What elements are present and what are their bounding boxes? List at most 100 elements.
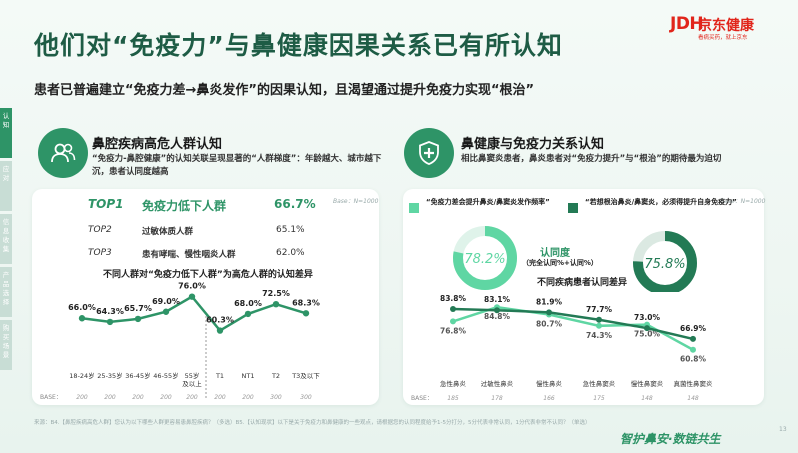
right-panel-title: 鼻健康与免疫力关系认知 [461, 137, 605, 152]
people-icon [38, 128, 88, 178]
page-title: 他们对“免疫力”与鼻健康因果关系已有所认知 [34, 31, 563, 60]
right-base-value-2: 166 [543, 395, 555, 402]
left-value-label-7: 72.5% [262, 289, 290, 298]
donut-left-value: 78.2% [464, 252, 505, 267]
left-point-1 [106, 318, 114, 326]
donut-right-value: 75.8% [644, 257, 685, 272]
left-category-label-3: 46-55岁 [153, 371, 178, 380]
legend-swatch-2 [568, 203, 578, 213]
left-base-value-2: 200 [132, 394, 144, 401]
left-value-label-6: 68.0% [234, 299, 262, 308]
right-value-label-1-5: 66.9% [680, 324, 707, 333]
left-value-label-2: 65.7% [124, 304, 152, 313]
left-base-value-3: 200 [160, 394, 172, 401]
footer-slogan: 智护鼻安·数链共生 [620, 432, 721, 446]
left-category-label-4-b: 及以上 [182, 379, 202, 388]
side-tab-goumai[interactable]: 购买场景 [0, 320, 12, 370]
left-base-label: BASE： [40, 394, 62, 401]
top2-value: 65.1% [276, 225, 305, 235]
right-point-1-4 [644, 325, 650, 332]
top1-value: 66.7% [274, 197, 316, 211]
left-base-value-6: 200 [242, 394, 254, 401]
right-value-label-0-1: 84.8% [484, 312, 511, 321]
agree-sublabel: （完全认同%+认同%） [522, 259, 598, 267]
footnote: 来源：B4.【鼻腔疾病高危人群】您认为以下哪些人群更容易患鼻腔疾病？（多选）B5… [34, 420, 591, 426]
left-base-value-4: 200 [186, 394, 198, 401]
donut-right-arc [633, 231, 697, 292]
brand-name: 京东健康 [698, 18, 754, 34]
right-base-value-4: 148 [641, 395, 653, 402]
right-category-label-3: 急性鼻窦炎 [583, 379, 616, 388]
left-point-4 [188, 293, 196, 300]
side-tab-chanpin[interactable]: 产品选择 [0, 267, 12, 317]
brand-logo: JDH [670, 14, 704, 34]
page-number: 13 [779, 426, 787, 433]
right-base-value-1: 178 [491, 395, 503, 402]
left-base-value-7: 300 [270, 394, 282, 401]
left-category-label-1: 25-35岁 [97, 371, 122, 380]
left-value-label-0: 66.0% [68, 303, 96, 312]
right-point-1-5 [690, 335, 696, 342]
right-value-label-1-4: 73.0% [634, 313, 661, 322]
legend-label-1: “免疫力差会提升鼻炎/鼻窦炎发作频率” [426, 198, 550, 206]
right-point-0-5 [690, 346, 696, 353]
left-base-value-5: 200 [214, 394, 226, 401]
left-value-label-8: 68.3% [292, 298, 320, 307]
left-point-6 [244, 310, 252, 318]
right-point-1-1 [494, 307, 500, 314]
right-point-1-3 [596, 316, 602, 323]
page-subtitle: 患者已普遍建立“免疫力差→鼻炎发作”的因果认知，且渴望通过提升免疫力实现“根治” [34, 83, 535, 98]
right-value-label-0-3: 74.3% [586, 331, 613, 340]
right-value-label-1-2: 81.9% [536, 297, 563, 306]
agree-label: 认同度 [540, 248, 570, 259]
left-base-value-0: 200 [76, 394, 88, 401]
left-base-note: Base：N=1000 [333, 198, 379, 205]
left-value-label-4: 76.0% [178, 282, 206, 291]
donut-left-arc [453, 226, 517, 290]
left-category-label-6: NT1 [242, 372, 255, 380]
left-category-label-4: 55岁 [185, 371, 200, 380]
left-point-8 [302, 310, 310, 317]
right-category-label-5: 真菌性鼻窦炎 [674, 379, 714, 388]
right-category-label-0: 急性鼻炎 [440, 379, 467, 388]
top2-rank: TOP2 [88, 225, 112, 235]
left-line-chart: 66.0% 64.3% 65.7%69.0% 76.0% 60.3%68.0%72.5%… [40, 282, 320, 401]
legend-label-2: “若想根治鼻炎/鼻窦炎，必须得提升自身免疫力” [585, 198, 737, 206]
left-category-label-8: T3及以下 [291, 372, 320, 380]
left-point-5 [216, 327, 224, 334]
left-chart-caption: 不同人群对“免疫力低下人群”为高危人群的认知差异 [103, 270, 313, 280]
shield-plus-icon [404, 128, 454, 178]
right-series-line-1 [452, 307, 694, 341]
left-base-value-8: 300 [300, 394, 312, 401]
right-value-label-0-4: 75.0% [634, 330, 661, 339]
left-point-2 [134, 315, 142, 323]
left-base-value-1: 200 [104, 394, 116, 401]
right-base-label: BASE： [411, 395, 433, 402]
right-line-chart: 76.8% 84.8% 80.7% 74.3% 75.0% 60.8% 83.8% 83.1%… [411, 294, 714, 402]
right-base-value-3: 175 [593, 395, 605, 402]
left-category-label-2: 36-45岁 [125, 371, 150, 380]
right-value-label-0-2: 80.7% [536, 319, 563, 328]
left-point-3 [162, 308, 170, 315]
left-value-label-5: 60.3% [206, 316, 234, 325]
right-point-0-0 [450, 318, 456, 325]
right-value-label-1-1: 83.1% [484, 295, 511, 304]
left-value-label-3: 69.0% [152, 297, 180, 306]
right-category-label-1: 过敏性鼻炎 [481, 379, 514, 388]
top1-rank: TOP1 [88, 197, 124, 211]
side-tab-yingdui[interactable]: 应对 [0, 161, 12, 211]
top3-name: 患有哮喘、慢性咽炎人群 [142, 250, 236, 260]
side-tab-xinxi[interactable]: 信息收集 [0, 214, 12, 264]
top3-value: 62.0% [276, 248, 305, 258]
right-value-label-0-0: 76.8% [440, 326, 467, 335]
right-point-1-0 [450, 305, 456, 312]
agreement-donuts: 78.2% 75.8% [453, 226, 697, 292]
left-point-0 [78, 315, 86, 322]
side-tabs: 认知 应对 信息收集 产品选择 购买场景 [0, 108, 12, 373]
right-category-label-2: 慢性鼻炎 [536, 379, 563, 388]
side-tab-renzhi[interactable]: 认知 [0, 108, 12, 158]
brand: JDH 京东健康 看病买药，就上京东 [670, 14, 770, 44]
left-panel-desc: “免疫力-鼻腔健康”的认知关联呈现显著的“人群梯度”：年龄越大、城市越下沉，患者… [92, 154, 382, 177]
legend-swatch-1 [409, 203, 419, 213]
right-category-label-4: 慢性鼻窦炎 [631, 379, 664, 388]
